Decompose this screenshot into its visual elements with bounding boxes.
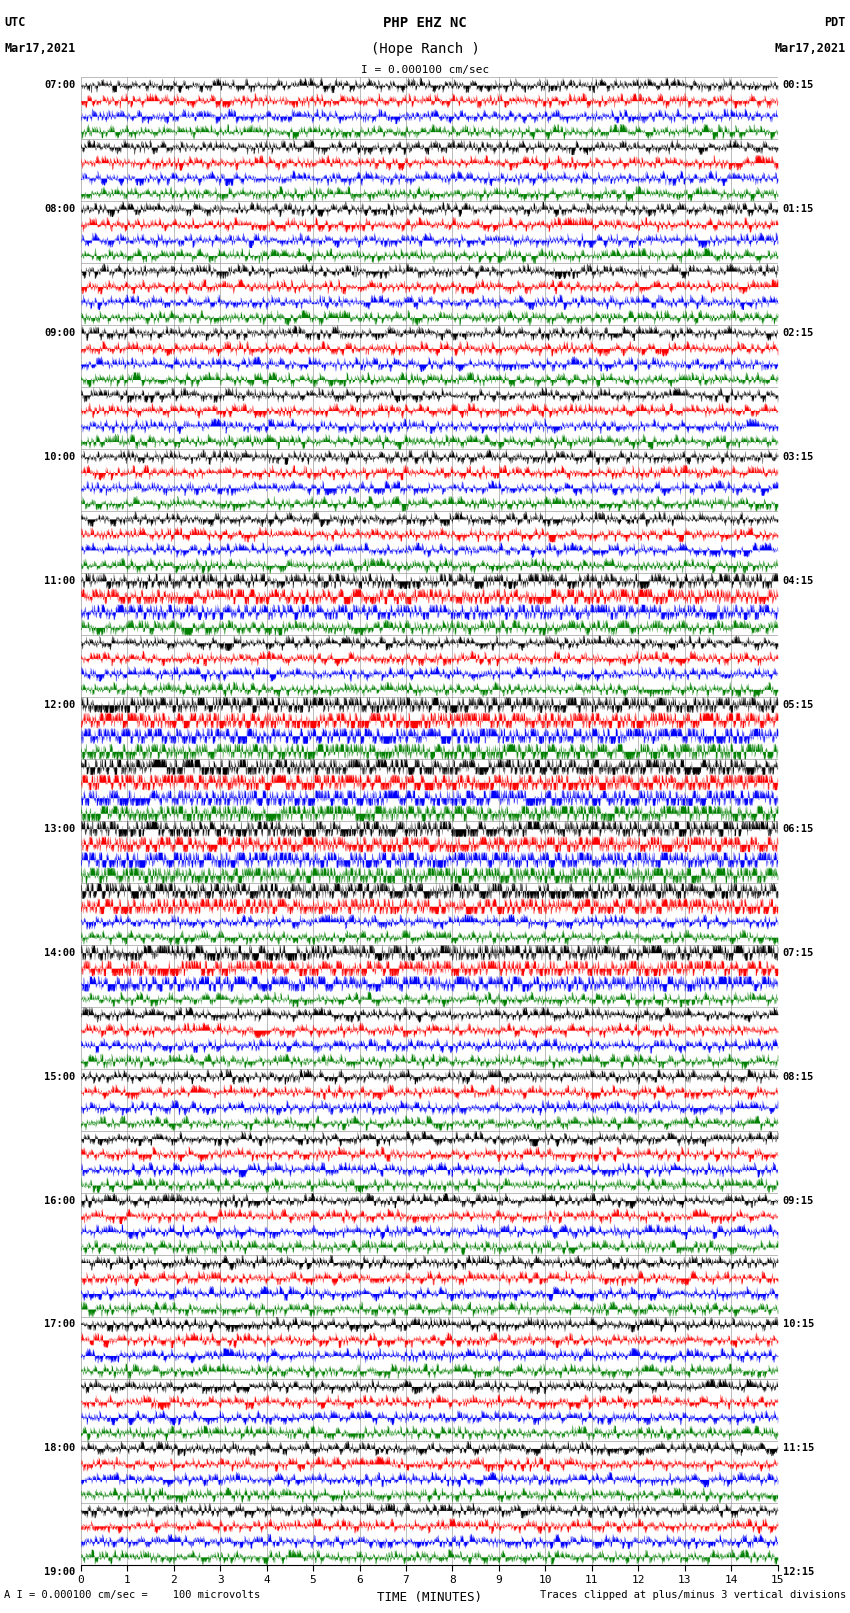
- Text: 01:15: 01:15: [783, 205, 814, 215]
- Text: 15:00: 15:00: [44, 1071, 76, 1082]
- Text: Mar17,2021: Mar17,2021: [774, 42, 846, 55]
- X-axis label: TIME (MINUTES): TIME (MINUTES): [377, 1590, 482, 1603]
- Text: 08:00: 08:00: [44, 205, 76, 215]
- Text: 02:15: 02:15: [783, 327, 814, 339]
- Text: 00:15: 00:15: [783, 81, 814, 90]
- Text: (Hope Ranch ): (Hope Ranch ): [371, 42, 479, 56]
- Text: 04:15: 04:15: [783, 576, 814, 586]
- Text: UTC: UTC: [4, 16, 26, 29]
- Text: Mar17,2021: Mar17,2021: [4, 42, 76, 55]
- Text: 06:15: 06:15: [783, 824, 814, 834]
- Text: 08:15: 08:15: [783, 1071, 814, 1082]
- Text: 07:15: 07:15: [783, 948, 814, 958]
- Text: A I = 0.000100 cm/sec =    100 microvolts: A I = 0.000100 cm/sec = 100 microvolts: [4, 1590, 260, 1600]
- Text: 09:00: 09:00: [44, 327, 76, 339]
- Text: 16:00: 16:00: [44, 1195, 76, 1205]
- Text: 11:15: 11:15: [783, 1444, 814, 1453]
- Text: I = 0.000100 cm/sec: I = 0.000100 cm/sec: [361, 65, 489, 74]
- Text: 17:00: 17:00: [44, 1319, 76, 1329]
- Text: 14:00: 14:00: [44, 948, 76, 958]
- Text: 12:15: 12:15: [783, 1568, 814, 1578]
- Text: PHP EHZ NC: PHP EHZ NC: [383, 16, 467, 31]
- Text: 03:15: 03:15: [783, 452, 814, 461]
- Text: 13:00: 13:00: [44, 824, 76, 834]
- Text: 09:15: 09:15: [783, 1195, 814, 1205]
- Text: 10:00: 10:00: [44, 452, 76, 461]
- Text: 11:00: 11:00: [44, 576, 76, 586]
- Text: 19:00: 19:00: [44, 1568, 76, 1578]
- Text: PDT: PDT: [824, 16, 846, 29]
- Text: 12:00: 12:00: [44, 700, 76, 710]
- Text: 07:00: 07:00: [44, 81, 76, 90]
- Text: 05:15: 05:15: [783, 700, 814, 710]
- Text: 18:00: 18:00: [44, 1444, 76, 1453]
- Text: 10:15: 10:15: [783, 1319, 814, 1329]
- Text: Traces clipped at plus/minus 3 vertical divisions: Traces clipped at plus/minus 3 vertical …: [540, 1590, 846, 1600]
